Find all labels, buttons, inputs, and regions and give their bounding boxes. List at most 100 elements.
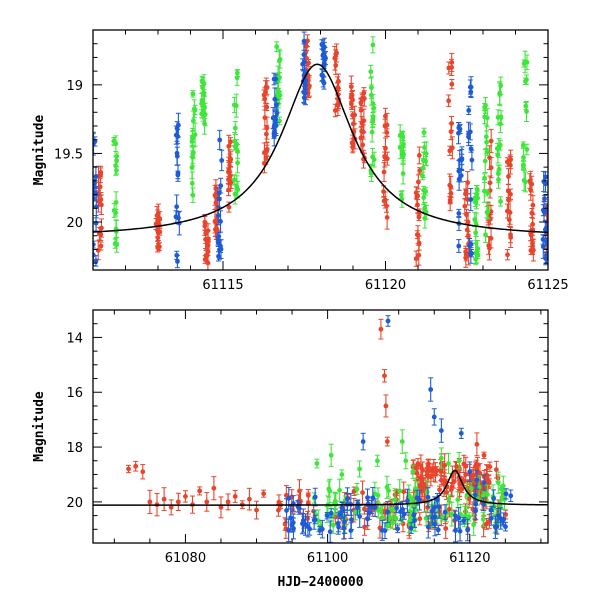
top-green-cluster-7-point-marker bbox=[422, 145, 427, 150]
top-green-cluster-1-point-marker bbox=[190, 154, 196, 160]
bottom-green-band-0-point-marker bbox=[392, 497, 398, 503]
top-red-cluster-14-point-marker bbox=[488, 138, 494, 144]
top-red-cluster-13-point bbox=[465, 212, 471, 232]
top-red-cluster-10-point-marker bbox=[381, 189, 386, 194]
bottom-red-point-6-marker bbox=[168, 504, 174, 510]
top-x-tick-label-2: 61125 bbox=[527, 278, 568, 293]
top-red-cluster-7-point-marker bbox=[334, 50, 340, 56]
bottom-blue-point-3-marker bbox=[431, 414, 437, 420]
bottom-green-point-0-marker bbox=[314, 461, 320, 466]
bottom-blue-band-0-point bbox=[344, 487, 350, 511]
bottom-green-band-0-point-marker bbox=[471, 522, 477, 528]
bottom-blue-band-0-point-marker bbox=[425, 494, 431, 500]
bottom-red-band-1-point-marker bbox=[448, 487, 454, 493]
top-green-cluster-1-point-marker bbox=[190, 118, 196, 124]
top-red-cluster-15-point-marker bbox=[508, 191, 513, 197]
top-red-cluster-4-point-marker bbox=[226, 167, 232, 172]
top-red-cluster-5-point-marker bbox=[263, 84, 269, 90]
top-green-cluster-0-point-marker bbox=[111, 138, 117, 144]
top-blue-cluster-6-point bbox=[456, 167, 462, 191]
top-red-cluster-15-point bbox=[504, 249, 510, 261]
bottom-red-point-3 bbox=[147, 489, 153, 514]
top-green-cluster-6-point bbox=[398, 191, 404, 199]
top-blue-cluster-7-point bbox=[468, 76, 474, 99]
top-red-cluster-14-point-marker bbox=[488, 165, 494, 171]
bottom-red-point-20-marker bbox=[378, 326, 384, 332]
bottom-red-band-0-point-marker bbox=[401, 489, 407, 494]
bottom-green-band-0-point-marker bbox=[375, 492, 381, 498]
bottom-y-tick-label-2: 18 bbox=[66, 441, 83, 456]
bottom-red-band-0-point-marker bbox=[297, 488, 302, 494]
top-red-cluster-8-point-marker bbox=[349, 94, 354, 100]
top-red-cluster-15-point bbox=[504, 157, 510, 167]
top-green-cluster-7-point-marker bbox=[421, 195, 427, 200]
top-green-cluster-4-point bbox=[277, 50, 283, 69]
top-red-cluster-11-point-marker bbox=[416, 214, 422, 220]
bottom-red-point-15-marker bbox=[232, 494, 238, 499]
bottom-blue-point-8 bbox=[481, 474, 487, 491]
top-green-cluster-6-point-marker bbox=[400, 171, 406, 176]
top-green-cluster-5-point-marker bbox=[371, 105, 377, 111]
top-green-cluster-2-point-marker bbox=[199, 97, 205, 103]
bottom-red-point-10-marker bbox=[197, 488, 203, 494]
top-green-cluster-6-point bbox=[400, 147, 406, 162]
top-green-cluster-2-point bbox=[200, 106, 206, 119]
bottom-blue-band-0-point bbox=[435, 524, 441, 536]
top-green-cluster-11-point-marker bbox=[523, 103, 529, 109]
top-blue-cluster-3-point bbox=[271, 72, 277, 86]
bottom-blue-band-0-point bbox=[372, 498, 378, 517]
top-red-cluster-10-point-marker bbox=[381, 198, 387, 204]
top-red-cluster-12-point bbox=[447, 145, 453, 156]
top-blue-cluster-4-point-marker bbox=[301, 52, 307, 58]
bottom-red-point-8 bbox=[182, 490, 188, 503]
top-red-cluster-3-point-marker bbox=[212, 192, 218, 198]
bottom-red-point-23 bbox=[384, 436, 390, 447]
top-blue-cluster-4-point bbox=[301, 43, 307, 66]
top-green-cluster-10-point-marker bbox=[498, 115, 504, 121]
top-green-cluster-1-point bbox=[190, 150, 196, 165]
bottom-green-point-3-marker bbox=[357, 466, 363, 472]
bottom-red-point-5-marker bbox=[161, 496, 167, 502]
top-green-cluster-9-point bbox=[483, 226, 489, 244]
top-red-cluster-5-point-marker bbox=[263, 131, 269, 137]
top-red-cluster-7-point-marker bbox=[333, 63, 339, 68]
top-red-cluster-0-point bbox=[98, 194, 104, 216]
top-green-cluster-5-point-marker bbox=[370, 42, 376, 48]
bottom-blue-band-0-point-marker bbox=[493, 524, 498, 530]
bottom-red-band-1-point-marker bbox=[442, 479, 448, 485]
top-green-cluster-10-point-marker bbox=[497, 90, 503, 96]
top-red-cluster-16-point bbox=[528, 179, 534, 201]
top-blue-cluster-2-point-marker bbox=[218, 219, 223, 224]
top-red-cluster-11-point-marker bbox=[416, 153, 422, 158]
top-green-cluster-7-point bbox=[423, 156, 429, 167]
bottom-red-band-1-point-marker bbox=[428, 474, 434, 480]
top-red-cluster-0-point bbox=[98, 167, 104, 178]
bottom-data-layer bbox=[93, 315, 548, 543]
bottom-x-tick-label-1: 61100 bbox=[307, 551, 348, 566]
bottom-blue-band-0-point-marker bbox=[369, 504, 374, 510]
top-blue-cluster-7-point-marker bbox=[468, 197, 474, 202]
bottom-blue-band-0-point-marker bbox=[364, 516, 370, 522]
top-green-cluster-2-point-marker bbox=[202, 121, 207, 127]
bottom-red-band-1-point-marker bbox=[463, 463, 469, 469]
bottom-blue-band-0-point bbox=[503, 488, 509, 500]
bottom-blue-point-2-marker bbox=[428, 387, 434, 392]
top-blue-cluster-0-point-marker bbox=[93, 252, 96, 258]
bottom-red-band-1-point bbox=[425, 459, 431, 468]
top-red-cluster-13-point-marker bbox=[462, 203, 468, 209]
bottom-red-point-19 bbox=[261, 489, 267, 498]
top-blue-cluster-8-point bbox=[542, 194, 548, 203]
top-y-tick-label-2: 20 bbox=[66, 216, 83, 231]
top-blue-cluster-6-point-marker bbox=[456, 130, 461, 136]
bottom-green-point-4 bbox=[374, 454, 380, 467]
top-y-axis-title: Magnitude bbox=[32, 115, 47, 186]
top-green-cluster-8-point bbox=[473, 253, 479, 265]
bottom-blue-band-0-point-marker bbox=[488, 515, 494, 521]
top-green-cluster-7-point bbox=[421, 127, 427, 138]
top-blue-cluster-8-point bbox=[540, 234, 546, 245]
top-red-cluster-7-point-marker bbox=[332, 55, 338, 61]
top-red-cluster-1-point bbox=[155, 242, 161, 251]
bottom-green-point-8-marker bbox=[438, 455, 444, 461]
top-red-cluster-12-point-marker bbox=[448, 129, 454, 135]
